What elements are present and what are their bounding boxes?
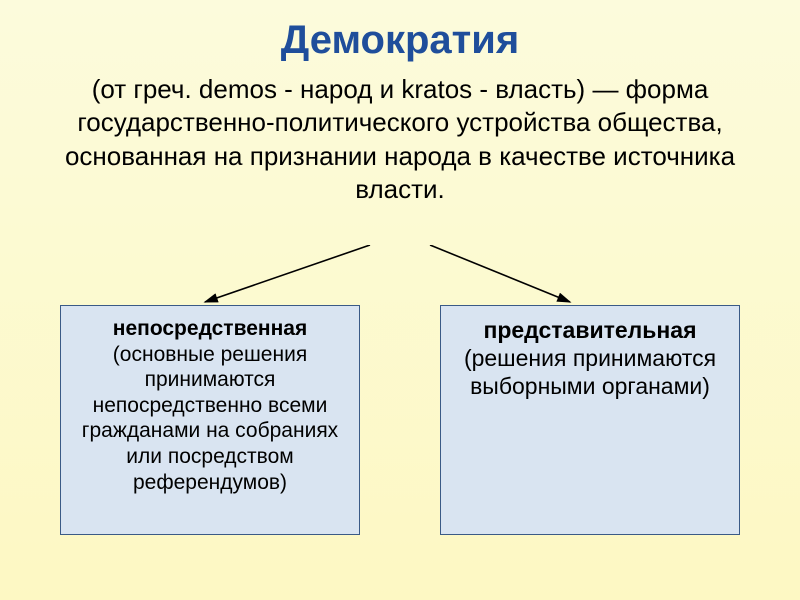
box-left-body: (основные решения принимаются непосредст… bbox=[69, 342, 351, 496]
box-representative-democracy: представительная (решения принимаются вы… bbox=[440, 305, 740, 535]
boxes-row: непосредственная (основные решения прини… bbox=[0, 305, 800, 535]
box-direct-democracy: непосредственная (основные решения прини… bbox=[60, 305, 360, 535]
arrow-right bbox=[430, 245, 570, 302]
box-left-title: непосредственная bbox=[69, 316, 351, 342]
box-right-body: (решения принимаются выборными органами) bbox=[449, 344, 731, 400]
arrow-left bbox=[205, 245, 370, 302]
arrows-svg bbox=[0, 245, 800, 310]
slide: Демократия (от греч. demos - народ и kra… bbox=[0, 0, 800, 600]
definition-text: (от греч. demos - народ и kratos - власт… bbox=[50, 73, 750, 206]
slide-title: Демократия bbox=[36, 18, 764, 63]
box-right-title: представительная bbox=[449, 316, 731, 344]
